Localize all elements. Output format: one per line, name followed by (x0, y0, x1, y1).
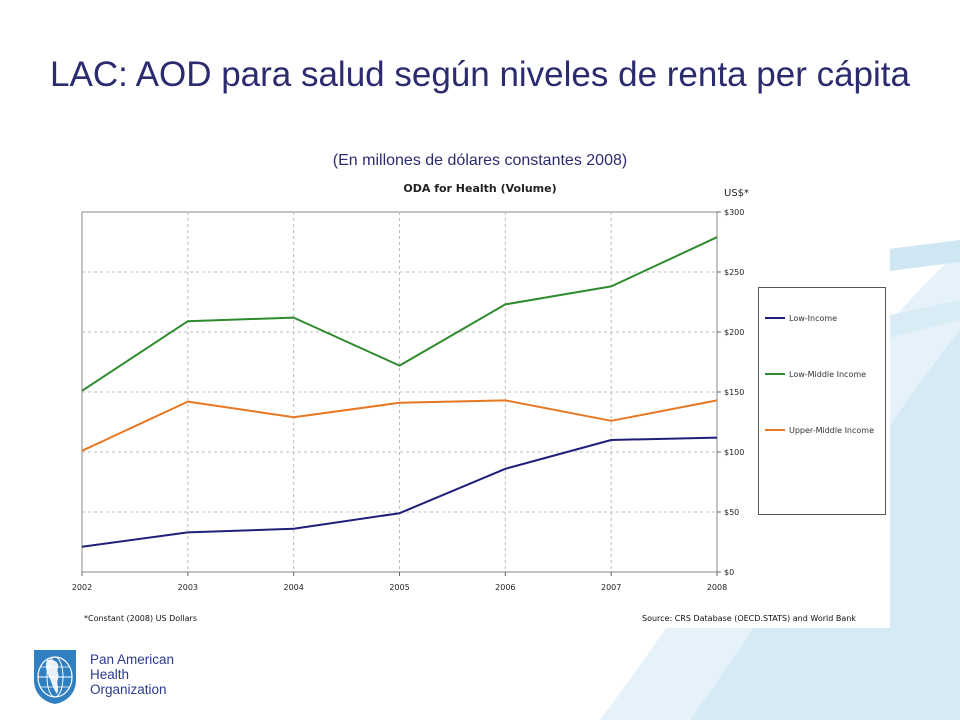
y-tick-label: $0 (724, 568, 734, 577)
line-chart: $0 $50 $100 $150 $200 $250 $300 2002 2003 2004 200… (72, 208, 745, 592)
legend-swatch (765, 317, 785, 319)
y-tick-label: $200 (724, 328, 744, 337)
slide-title: LAC: AOD para salud según niveles de ren… (50, 55, 910, 94)
organization-name-line: Pan American (90, 652, 175, 667)
slide-subtitle: (En millones de dólares constantes 2008) (332, 152, 628, 169)
y-tick-label: $250 (724, 268, 744, 277)
x-tick-label: 2005 (389, 583, 409, 592)
y-tick-label: $50 (724, 508, 739, 517)
series-line-upper-middle-income (81, 399, 718, 452)
chart-legend: Low-Income Low-Middle Income Upper-Middle … (758, 287, 886, 515)
legend-label: Low-Income (789, 313, 838, 323)
series-line-low-middle-income (81, 236, 718, 392)
y-unit-label: US$* (724, 188, 750, 199)
y-tick-label: $150 (724, 388, 744, 397)
legend-item: Low-Middle Income (765, 368, 866, 380)
chart-footnote: *Constant (2008) US Dollars (84, 614, 197, 623)
x-tick-label: 2004 (283, 583, 303, 592)
chart-source: Source: CRS Database (OECD.STATS) and Wo… (642, 614, 856, 623)
globe-logo-icon (34, 650, 76, 704)
x-tick-label: 2007 (601, 583, 621, 592)
chart-title: ODA for Health (Volume) (403, 182, 557, 195)
y-tick-label: $300 (724, 208, 744, 217)
chart-panel: $0 $50 $100 $150 $200 $250 $300 2002 2003 2004 200… (70, 170, 890, 628)
legend-swatch (765, 429, 785, 431)
x-tick-label: 2008 (707, 583, 727, 592)
x-tick-label: 2006 (495, 583, 515, 592)
legend-item: Upper-Middle Income (765, 424, 874, 436)
organization-name-line: Organization (90, 682, 167, 697)
x-tick-label: 2002 (72, 583, 92, 592)
organization-name: Pan American Health Organization (90, 652, 230, 697)
legend-label: Upper-Middle Income (789, 425, 875, 435)
legend-swatch (765, 373, 785, 375)
legend-label: Low-Middle Income (789, 369, 867, 379)
x-tick-label: 2003 (178, 583, 198, 592)
series-line-low-income (81, 436, 718, 548)
legend-item: Low-Income (765, 312, 837, 324)
y-tick-label: $100 (724, 448, 744, 457)
organization-name-line: Health (90, 667, 130, 682)
